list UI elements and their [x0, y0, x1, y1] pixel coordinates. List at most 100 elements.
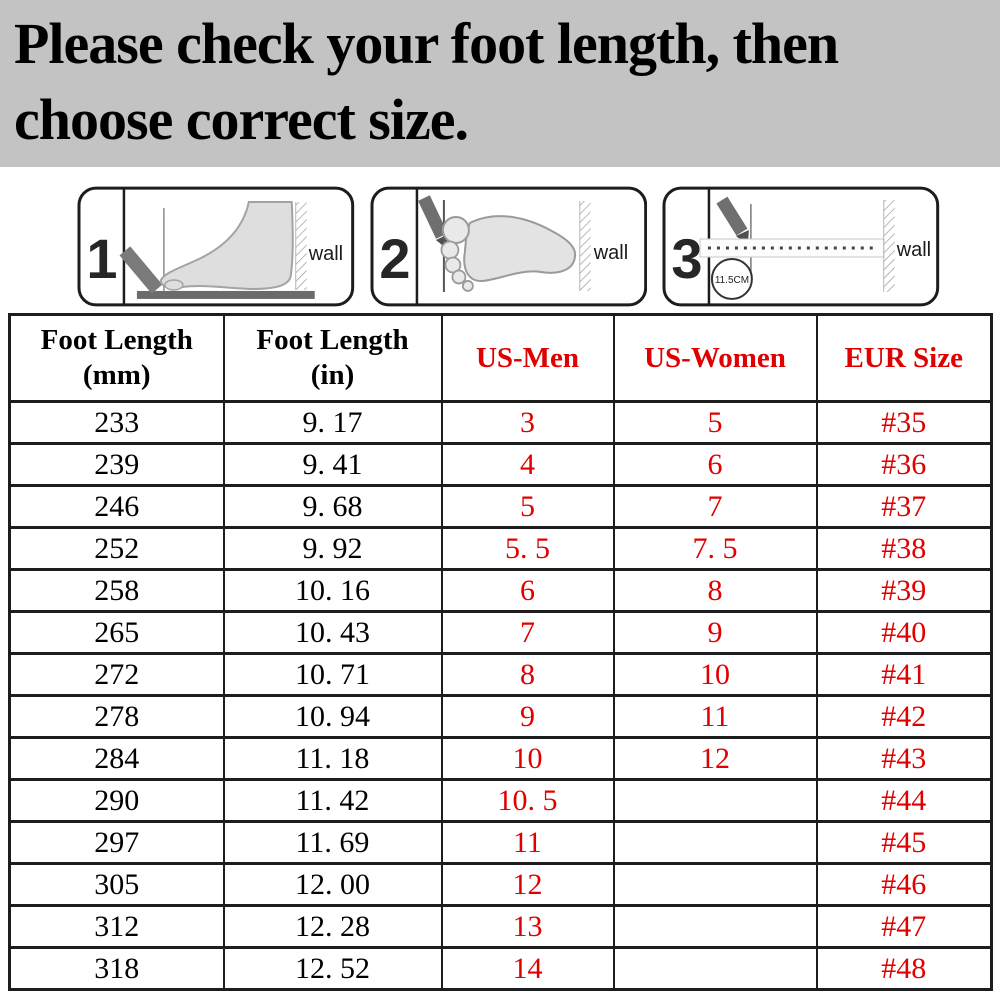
header-line: Foot Length [256, 324, 409, 356]
table-cell: 3 [440, 400, 615, 445]
table-cell: 9. 92 [222, 526, 443, 571]
table-cell: 6 [612, 442, 818, 487]
table-cell: #48 [815, 946, 993, 991]
footprint-sole-icon [462, 215, 576, 282]
table-row: 278 10. 94 9 11 #42 [8, 694, 993, 739]
toe-icon [164, 279, 184, 291]
table-cell: 14 [440, 946, 615, 991]
footprint-illustration: 2 wall [370, 186, 647, 307]
table-cell: 10. 16 [222, 568, 443, 613]
table-cell: 312 [8, 904, 225, 949]
toe-icon [461, 280, 474, 292]
length-callout-label: 11.5CM [715, 275, 749, 286]
wall-label: wall [592, 242, 627, 264]
table-cell: 10. 94 [222, 694, 443, 739]
table-cell: 265 [8, 610, 225, 655]
table-cell [612, 778, 818, 823]
table-cell: #42 [815, 694, 993, 739]
table-cell: #39 [815, 568, 993, 613]
table-row: 290 11. 42 10. 5 #44 [8, 778, 993, 823]
header-eur-size: EUR Size [815, 313, 993, 403]
table-row: 252 9. 92 5. 5 7. 5 #38 [8, 526, 993, 571]
table-cell: 272 [8, 652, 225, 697]
table-cell: 12. 52 [222, 946, 443, 991]
table-cell: 13 [440, 904, 615, 949]
table-cell: 9 [440, 694, 615, 739]
table-row: 265 10. 43 7 9 #40 [8, 610, 993, 655]
table-cell: #38 [815, 526, 993, 571]
table-row: 272 10. 71 8 10 #41 [8, 652, 993, 697]
table-cell: 11 [612, 694, 818, 739]
table-cell: 11. 18 [222, 736, 443, 781]
header-us-women: US-Women [612, 313, 818, 403]
table-cell [612, 946, 818, 991]
table-cell [612, 904, 818, 949]
step-1-panel: 1 wall [77, 186, 355, 307]
toe-icon [444, 256, 461, 274]
step-number: 1 [86, 227, 117, 290]
table-cell: 12 [440, 862, 615, 907]
table-cell: #37 [815, 484, 993, 529]
wall-label: wall [308, 243, 343, 265]
table-cell: 7. 5 [612, 526, 818, 571]
table-cell: 9 [612, 610, 818, 655]
table-cell: #36 [815, 442, 993, 487]
header-line: Foot Length [40, 324, 193, 356]
header-foot-length-in: Foot Length (in) [222, 313, 443, 403]
step-2-panel: 2 wall [370, 186, 648, 307]
table-cell: 278 [8, 694, 225, 739]
table-cell: 5 [440, 484, 615, 529]
table-cell: #35 [815, 400, 993, 445]
length-callout-circle [711, 257, 754, 300]
table-cell: 11. 69 [222, 820, 443, 865]
table-cell [612, 820, 818, 865]
size-chart-table: Foot Length (mm) Foot Length (in) US-Men… [8, 313, 993, 991]
measure-steps: 1 wall 2 [77, 186, 940, 307]
table-cell: 9. 41 [222, 442, 443, 487]
table-cell: 7 [612, 484, 818, 529]
pencil-icon [716, 196, 748, 236]
step-3-panel: 3 11.5CM wall [662, 186, 940, 307]
table-cell: 9. 68 [222, 484, 443, 529]
size-table-body: 233 9. 17 3 5 #35 239 9. 41 4 6 #36 246 9. 68 5 7 #37 2… [8, 400, 993, 991]
ground-bar [136, 290, 315, 299]
table-cell: 318 [8, 946, 225, 991]
table-cell: 12. 28 [222, 904, 443, 949]
title-line-1: Please check your foot length, then [14, 11, 839, 76]
table-cell: 258 [8, 568, 225, 613]
table-cell: 252 [8, 526, 225, 571]
table-cell: #46 [815, 862, 993, 907]
toe-icon [451, 269, 466, 285]
header-line: US-Men [475, 341, 580, 374]
table-row: 233 9. 17 3 5 #35 [8, 400, 993, 445]
header-line: US-Women [644, 341, 786, 374]
header-line: (mm) [82, 359, 151, 391]
header-foot-length-mm: Foot Length (mm) [8, 313, 225, 403]
table-cell: 12. 00 [222, 862, 443, 907]
table-cell: #41 [815, 652, 993, 697]
table-cell: #47 [815, 904, 993, 949]
table-cell: 5 [612, 400, 818, 445]
wall-label: wall [896, 239, 931, 261]
header-line: EUR Size [844, 341, 963, 374]
table-cell: #40 [815, 610, 993, 655]
toe-icon [440, 240, 459, 260]
table-cell: 12 [612, 736, 818, 781]
table-row: 239 9. 41 4 6 #36 [8, 442, 993, 487]
foot-side-illustration: 1 wall [77, 186, 355, 307]
table-cell: 11 [440, 820, 615, 865]
table-cell: 233 [8, 400, 225, 445]
table-row: 258 10. 16 6 8 #39 [8, 568, 993, 613]
table-row: 284 11. 18 10 12 #43 [8, 736, 993, 781]
pencil-icon [417, 195, 448, 239]
ruler-icon [119, 246, 163, 294]
table-row: 312 12. 28 13 #47 [8, 904, 993, 949]
table-row: 318 12. 52 14 #48 [8, 946, 993, 991]
table-cell: 7 [440, 610, 615, 655]
header-us-men: US-Men [440, 313, 615, 403]
table-cell: 10 [612, 652, 818, 697]
table-header-row: Foot Length (mm) Foot Length (in) US-Men… [8, 313, 993, 403]
table-cell: 290 [8, 778, 225, 823]
table-row: 305 12. 00 12 #46 [8, 862, 993, 907]
table-cell: 297 [8, 820, 225, 865]
